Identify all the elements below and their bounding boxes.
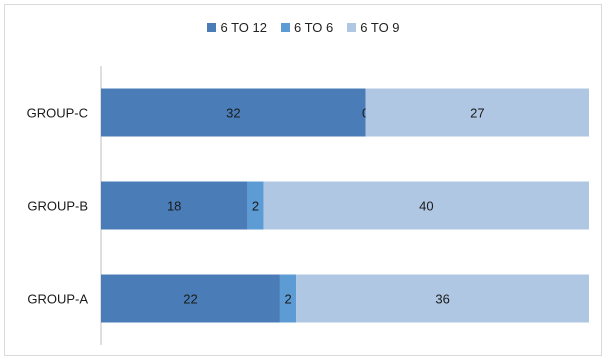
bar-group-c-series-0 [101, 88, 366, 137]
legend-swatch-6-to-12 [207, 23, 217, 32]
bar-group-b-series-0 [101, 181, 248, 230]
data-label-group-b-series-2: 40 [419, 199, 433, 214]
bar-group-b-series-1 [247, 181, 264, 230]
bar-group-a-series-0 [101, 274, 280, 323]
legend-item-6-to-6: 6 TO 6 [280, 20, 334, 35]
legend-swatch-6-to-6 [280, 23, 290, 32]
data-label-group-a-series-0: 22 [183, 292, 197, 307]
data-label-group-a-series-2: 36 [435, 292, 449, 307]
bar-group-a-series-2 [296, 274, 589, 323]
legend-item-6-to-12: 6 TO 12 [207, 20, 267, 35]
category-label-group-c: GROUP-C [27, 106, 88, 121]
legend-label-6-to-6: 6 TO 6 [293, 20, 334, 35]
bar-group-b-series-2 [263, 181, 589, 230]
category-label-group-a: GROUP-A [27, 292, 88, 307]
legend-label-6-to-12: 6 TO 12 [220, 20, 267, 35]
data-label-group-b-series-0: 18 [167, 199, 181, 214]
data-label-group-c-series-2: 27 [470, 106, 484, 121]
legend: 6 TO 12 6 TO 6 6 TO 9 [0, 20, 607, 35]
bar-group-c-series-2 [365, 88, 589, 137]
data-label-group-c-series-0: 32 [226, 106, 240, 121]
data-label-group-a-series-1: 2 [284, 292, 291, 307]
bar-group-a-series-1 [279, 274, 297, 323]
legend-item-6-to-9: 6 TO 9 [347, 20, 400, 35]
legend-swatch-6-to-9 [347, 23, 357, 32]
category-label-group-b: GROUP-B [27, 199, 88, 214]
legend-label-6-to-9: 6 TO 9 [360, 20, 400, 35]
data-label-group-b-series-1: 2 [252, 199, 259, 214]
